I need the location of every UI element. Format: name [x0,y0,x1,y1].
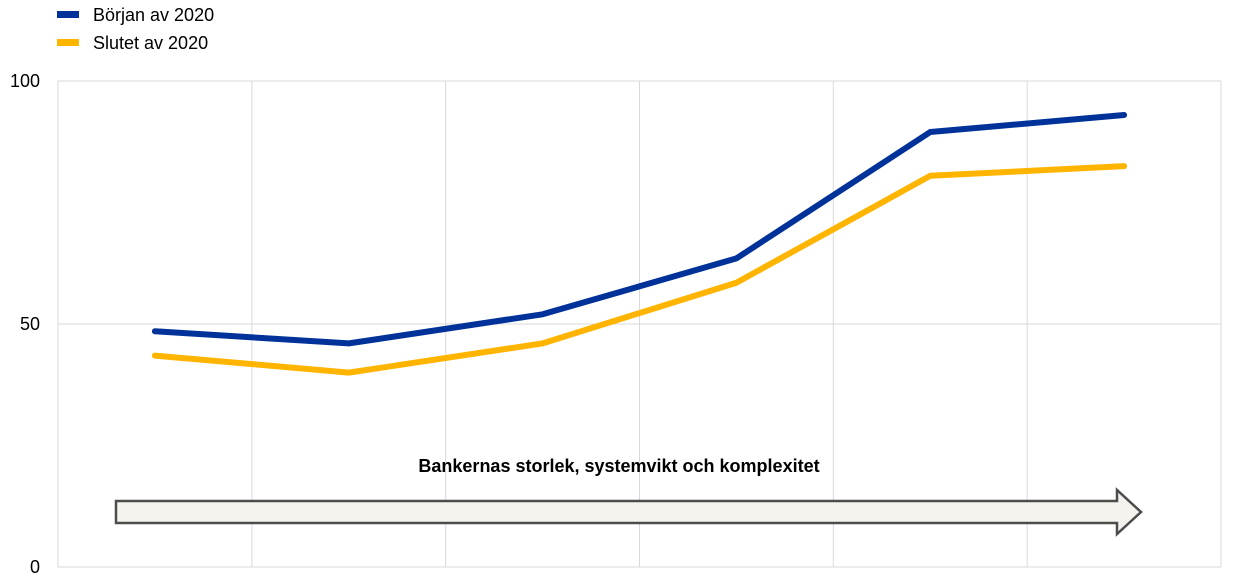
y-axis-ticks: 0 50 100 [10,71,40,577]
legend-label: Början av 2020 [93,5,215,25]
y-tick-label: 100 [10,71,40,91]
annotation-arrow-icon [114,487,1143,537]
series-line-1 [151,112,1128,347]
y-tick-label: 50 [20,314,40,334]
y-tick-label: 0 [30,557,40,577]
grid [57,80,1222,568]
series-line-2 [151,163,1128,376]
annotation: Bankernas storlek, systemvikt och komple… [114,456,1143,537]
annotation-text: Bankernas storlek, systemvikt och komple… [418,456,819,476]
legend-label: Slutet av 2020 [93,33,209,53]
legend-swatch [57,39,79,46]
legend-swatch [57,11,79,18]
series-lines [151,112,1128,376]
